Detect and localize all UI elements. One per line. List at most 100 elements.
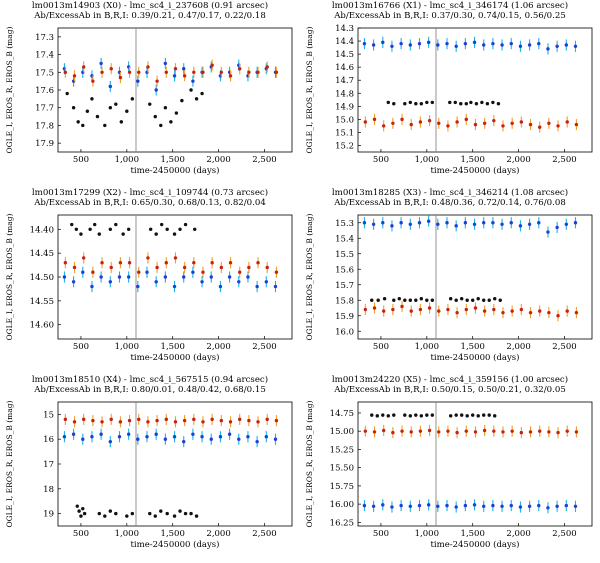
data-point <box>492 118 496 123</box>
data-point <box>97 511 101 516</box>
data-point <box>100 420 104 424</box>
y-tick-label: 14.3 <box>335 24 354 34</box>
y-tick-label: 14.5 <box>335 50 354 60</box>
data-point <box>370 298 374 302</box>
data-point <box>363 429 368 433</box>
data-point <box>418 307 423 312</box>
data-point <box>509 503 513 508</box>
x-tick-label: 1,500 <box>461 529 485 539</box>
data-point <box>430 100 435 105</box>
data-point <box>487 298 491 302</box>
y-tick-label: 14.60 <box>30 321 54 331</box>
y-tick-label: 14.50 <box>30 273 54 283</box>
data-point <box>125 514 129 518</box>
plot-frame <box>357 214 593 340</box>
data-point <box>256 420 260 424</box>
data-point <box>546 47 550 51</box>
data-point <box>100 260 104 265</box>
data-point <box>476 414 480 418</box>
data-point <box>547 310 551 315</box>
data-point <box>165 511 169 516</box>
data-point <box>414 298 418 302</box>
x-tick-label: 1,000 <box>115 342 139 352</box>
chart-panel-x5: lm0013m24220 (X5) - lmc_sc4_i_359156 (1.… <box>300 374 600 561</box>
y-axis-label: OGLE_I, EROS_R, EROS_B (mag) <box>5 400 14 527</box>
data-point <box>81 506 85 511</box>
data-point <box>482 413 486 417</box>
light-curve-plot: 500 1,000 1,500 2,000 2,500 14.75 15.00 15.25 15… <box>305 400 593 550</box>
data-point <box>62 435 67 439</box>
chart-title: lm0013m18510 (X4) - lmc_sc4_i_567515 (0.… <box>31 375 269 385</box>
data-point <box>125 109 129 113</box>
data-point <box>72 74 77 78</box>
data-point <box>409 309 413 313</box>
data-point <box>537 41 541 46</box>
data-point <box>85 109 90 113</box>
data-point <box>173 67 178 71</box>
data-point <box>182 418 187 423</box>
data-point <box>173 256 178 260</box>
chart-panel-x4: lm0013m18510 (X4) - lmc_sc4_i_567515 (0.… <box>0 374 300 561</box>
data-point <box>480 100 484 105</box>
data-point <box>409 122 413 127</box>
data-point <box>391 307 395 312</box>
data-point <box>537 125 542 129</box>
x-tick-label: 2,500 <box>252 342 276 352</box>
data-point <box>178 509 182 513</box>
data-point <box>201 70 205 74</box>
y-tick-label: 17.9 <box>35 139 54 149</box>
data-point <box>191 270 195 274</box>
chart-title: lm0013m18285 (X3) - lmc_sc4_i_346214 (1.… <box>331 188 569 198</box>
data-point <box>137 270 141 274</box>
data-point <box>400 429 404 433</box>
data-point <box>371 43 376 47</box>
data-point <box>201 420 205 424</box>
data-point <box>381 503 385 507</box>
data-point <box>519 307 524 312</box>
data-point <box>390 505 394 509</box>
data-point <box>414 102 418 106</box>
x-axis-label: time-2450000 (days) <box>431 165 520 176</box>
chart-title: lm0013m24220 (X5) - lmc_sc4_i_359156 (1.… <box>331 375 569 385</box>
plot-frame <box>357 27 593 153</box>
data-point <box>182 67 186 71</box>
data-point <box>391 121 395 125</box>
data-point <box>501 124 505 128</box>
data-point <box>209 275 213 279</box>
data-point <box>537 221 541 225</box>
data-point <box>455 430 459 435</box>
data-point <box>454 505 458 509</box>
data-point <box>510 121 514 125</box>
data-point <box>191 432 195 436</box>
data-point <box>371 222 376 226</box>
data-point <box>392 298 396 302</box>
data-point <box>237 67 242 71</box>
data-point <box>372 117 377 122</box>
data-point <box>95 114 100 119</box>
data-point <box>426 503 431 507</box>
data-point <box>509 41 513 46</box>
data-point <box>403 102 407 106</box>
data-point <box>200 435 204 439</box>
data-point <box>90 97 94 101</box>
data-point <box>130 97 135 101</box>
data-point <box>459 297 464 301</box>
series-ogle-i <box>370 413 497 418</box>
data-point <box>119 120 124 124</box>
data-point <box>427 428 432 433</box>
data-point <box>463 221 468 225</box>
data-point <box>501 430 505 434</box>
data-point <box>474 102 479 106</box>
x-tick-label: 500 <box>73 155 89 165</box>
data-point <box>430 298 435 302</box>
data-point <box>91 79 95 83</box>
data-point <box>219 265 224 270</box>
data-point <box>454 298 458 302</box>
data-point <box>408 504 413 509</box>
data-point <box>183 511 188 516</box>
data-point <box>127 260 132 265</box>
data-point <box>436 504 440 509</box>
data-point <box>189 88 193 92</box>
data-point <box>408 100 413 105</box>
y-tick-label: 14.6 <box>335 63 354 73</box>
